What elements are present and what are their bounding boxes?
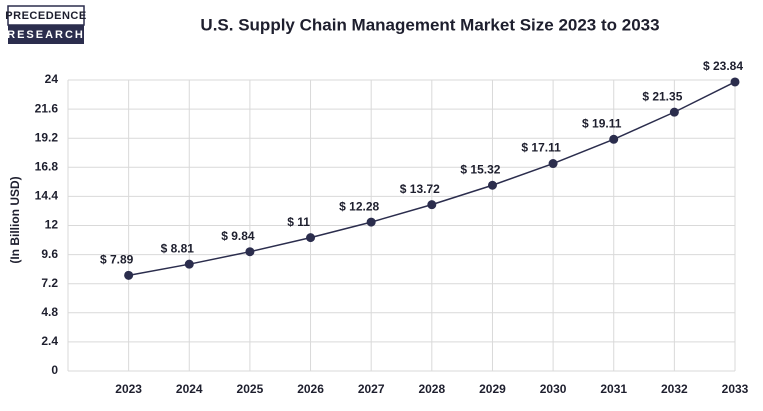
x-tick-label: 2032 [661,382,688,396]
point [124,270,134,280]
x-tick-label: 2025 [237,382,264,396]
y-tick-label: 9.6 [41,247,58,261]
y-axis-label: (In Billion USD) [8,176,22,263]
data-label: $ 13.72 [400,182,440,196]
logo-bottom [8,25,84,44]
data-label: $ 19.11 [582,116,622,130]
chart-title: U.S. Supply Chain Management Market Size… [200,15,659,34]
y-tick-label: 4.8 [41,305,58,319]
y-tick-label: 14.4 [35,189,59,203]
point [366,217,376,227]
x-tick-label: 2024 [176,382,203,396]
y-tick-label: 24 [45,72,59,86]
y-tick-label: 16.8 [35,159,59,173]
point [245,247,255,257]
data-label: $ 7.89 [100,253,134,267]
x-tick-label: 2027 [358,382,385,396]
data-label: $ 15.32 [460,162,500,176]
y-tick-label: 21.6 [35,101,59,115]
point [609,134,619,144]
logo-text: RESEARCH [7,29,85,41]
x-tick-label: 2029 [479,382,506,396]
data-label: $ 12.28 [339,199,379,213]
x-tick-label: 2030 [540,382,567,396]
logo: PRECEDENCE RESEARCH [5,5,86,44]
y-tick-label: 12 [45,218,59,232]
data-label: $ 21.35 [642,89,682,103]
data-label: $ 8.81 [161,241,195,255]
point [427,200,437,210]
x-tick-label: 2028 [418,382,445,396]
point [548,159,558,169]
data-label: $ 11 [287,215,310,229]
point [730,77,740,87]
x-tick-label: 2031 [600,382,627,396]
point [306,233,316,243]
point [487,180,497,190]
y-tick-label: 19.2 [35,130,59,144]
x-tick-label: 2033 [722,382,749,396]
x-tick-label: 2023 [115,382,142,396]
y-tick-label: 2.4 [41,334,58,348]
logo-text: PRECEDENCE [5,10,86,22]
x-tick-label: 2026 [297,382,324,396]
data-label: $ 23.84 [703,59,743,73]
data-label: $ 17.11 [521,141,561,155]
data-label: $ 9.84 [221,229,255,243]
y-tick-label: 0 [51,363,58,377]
y-tick-label: 7.2 [41,276,58,290]
point [669,107,679,117]
point [184,259,194,269]
